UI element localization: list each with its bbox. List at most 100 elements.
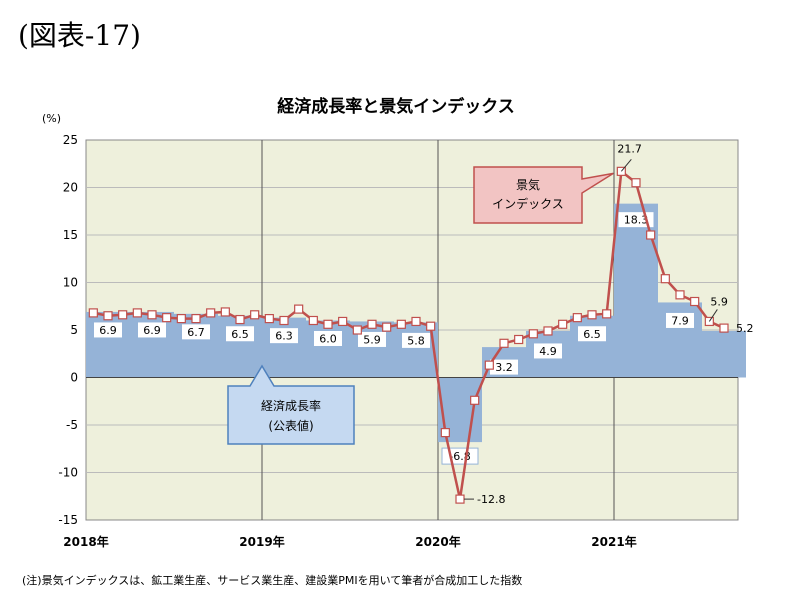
index-marker (411, 316, 421, 327)
bar-value-label: 7.9 (665, 311, 695, 329)
bar-label-text: 6.9 (143, 324, 161, 337)
index-marker (528, 329, 538, 339)
callout-index-line1: 景気 (516, 177, 540, 192)
index-marker (162, 313, 172, 323)
index-marker (132, 308, 142, 318)
callout-index-line2: インデックス (492, 196, 564, 211)
bar-label-box (269, 327, 299, 345)
y-tick-label: -5 (66, 418, 78, 432)
index-marker (147, 310, 157, 320)
y-axis-unit: (%) (42, 112, 62, 125)
bar-value-label: 6.9 (93, 321, 123, 339)
callout-index: 景気インデックス (473, 166, 614, 224)
bar-label-box (181, 323, 211, 341)
bar (306, 320, 350, 378)
index-marker (206, 308, 216, 318)
y-tick-label: -10 (58, 466, 78, 480)
index-marker (396, 319, 406, 329)
bar (218, 315, 262, 378)
index-marker (118, 310, 128, 320)
index-marker (499, 338, 509, 348)
index-marker (176, 314, 186, 324)
index-marker (220, 307, 230, 317)
index-marker (191, 314, 201, 324)
bar-label-text: 6.5 (231, 328, 249, 341)
annotation-min: -12.8 (477, 493, 505, 506)
x-tick-labels: 2018年 2019年 2020年 2021年 (63, 534, 636, 549)
bar-value-label: 6.5 (225, 325, 255, 343)
bar (614, 203, 658, 378)
x-tick-label: 2020年 (415, 534, 460, 549)
callout-index-box (473, 166, 614, 224)
index-marker (279, 315, 289, 326)
bar-label-box (137, 321, 167, 339)
annotation-second-last: 5.9 (710, 295, 728, 308)
annotation-max: 21.7 (617, 142, 642, 155)
bar-label-text: 18.3 (624, 214, 649, 227)
y-tick-labels: 25 20 15 10 5 0 -5 -10 -15 (58, 133, 78, 527)
index-marker (294, 304, 304, 314)
footnote: (注)景気インデックスは、鉱工業生産、サービス業生産、建設業PMIを用いて筆者が… (22, 574, 523, 587)
y-tick-label: -15 (58, 513, 78, 527)
bar-value-label: 6.5 (577, 325, 607, 343)
bar-label-box (533, 342, 563, 360)
bar (702, 330, 746, 378)
bar-label-box (93, 321, 123, 339)
index-marker (88, 308, 98, 318)
y-tick-label: 5 (70, 323, 78, 337)
callout-gdp-box (227, 364, 355, 445)
index-marker (308, 315, 318, 326)
annotation-leader (708, 309, 718, 322)
x-tick-label: 2018年 (63, 534, 108, 549)
index-marker (250, 310, 260, 320)
y-tick-label: 10 (63, 276, 78, 290)
index-marker (572, 313, 582, 323)
bar-label-box (225, 325, 255, 343)
line-annotations: 21.7 -12.8 5.9 5.2 (464, 142, 754, 506)
index-marker (382, 322, 392, 332)
bar-label-box (357, 330, 387, 348)
bar-value-label: 5.9 (357, 330, 387, 348)
bar-label-text: 6.0 (319, 333, 337, 346)
bar-value-label: 4.9 (533, 342, 563, 360)
index-marker (587, 310, 597, 320)
bar-label-box (401, 331, 431, 349)
index-marker (367, 319, 377, 329)
index-marker (514, 334, 524, 345)
bar-label-text: 7.9 (671, 314, 689, 327)
bar-value-label: 5.8 (401, 331, 431, 349)
bar-value-label: -6.8 (441, 447, 479, 465)
index-marker (690, 296, 700, 307)
bar-label-text: 6.7 (187, 326, 205, 339)
chart-title: 経済成長率と景気インデックス (277, 97, 515, 117)
index-marker (264, 314, 274, 324)
index-marker (235, 314, 245, 325)
bar (262, 317, 306, 378)
y-tick-label: 20 (63, 181, 78, 195)
index-marker (719, 323, 729, 333)
bar-label-box (313, 330, 343, 347)
index-marker (103, 311, 113, 321)
index-marker (440, 428, 450, 438)
index-marker (484, 360, 494, 370)
y-tick-label: 15 (63, 228, 78, 242)
callout-gdp-line2: (公表値) (268, 418, 313, 433)
bar-label-box (665, 311, 695, 329)
bar-value-label: 6.9 (137, 321, 167, 339)
x-tick-label: 2021年 (591, 534, 636, 549)
index-marker (352, 325, 362, 335)
index-marker (338, 316, 348, 327)
bar-value-label: 6.0 (313, 330, 343, 347)
x-tick-label: 2019年 (239, 534, 284, 549)
y-tick-label: 0 (70, 371, 78, 385)
line-series (88, 166, 729, 504)
bar (570, 315, 614, 378)
bar-label-text: 5.8 (407, 334, 425, 347)
bar-value-label: 6.7 (181, 323, 211, 341)
index-marker (558, 319, 568, 329)
index-marker (455, 494, 465, 504)
figure-label: (図表-17) (18, 19, 141, 52)
index-marker (323, 319, 333, 329)
index-marker (675, 290, 685, 300)
